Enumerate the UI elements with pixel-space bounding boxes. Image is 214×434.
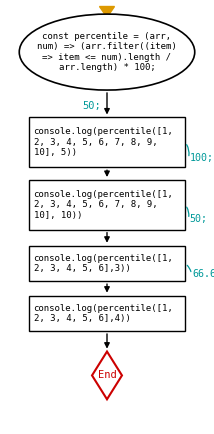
Text: 66.66;: 66.66;	[193, 269, 214, 279]
Text: 50;: 50;	[189, 214, 207, 224]
FancyBboxPatch shape	[29, 117, 185, 167]
FancyBboxPatch shape	[29, 246, 185, 281]
Ellipse shape	[19, 14, 195, 90]
FancyArrowPatch shape	[187, 207, 189, 217]
Text: console.log(percentile([1,
2, 3, 4, 5, 6],3)): console.log(percentile([1, 2, 3, 4, 5, 6…	[34, 254, 173, 273]
Text: 50;: 50;	[83, 101, 101, 112]
Text: End: End	[98, 370, 116, 381]
Text: console.log(percentile([1,
2, 3, 4, 5, 6, 7, 8, 9,
10], 10)): console.log(percentile([1, 2, 3, 4, 5, 6…	[34, 190, 173, 220]
Text: 100;: 100;	[189, 153, 213, 164]
Polygon shape	[100, 7, 114, 17]
FancyArrowPatch shape	[187, 265, 191, 272]
FancyBboxPatch shape	[29, 296, 185, 331]
Text: console.log(percentile([1,
2, 3, 4, 5, 6, 7, 8, 9,
10], 5)): console.log(percentile([1, 2, 3, 4, 5, 6…	[34, 128, 173, 157]
FancyArrowPatch shape	[187, 145, 189, 156]
Polygon shape	[92, 352, 122, 399]
Text: const percentile = (arr,
num) => (arr.filter((item)
=> item <= num).length /
arr: const percentile = (arr, num) => (arr.fi…	[37, 32, 177, 72]
Text: console.log(percentile([1,
2, 3, 4, 5, 6],4)): console.log(percentile([1, 2, 3, 4, 5, 6…	[34, 304, 173, 323]
FancyBboxPatch shape	[29, 180, 185, 230]
